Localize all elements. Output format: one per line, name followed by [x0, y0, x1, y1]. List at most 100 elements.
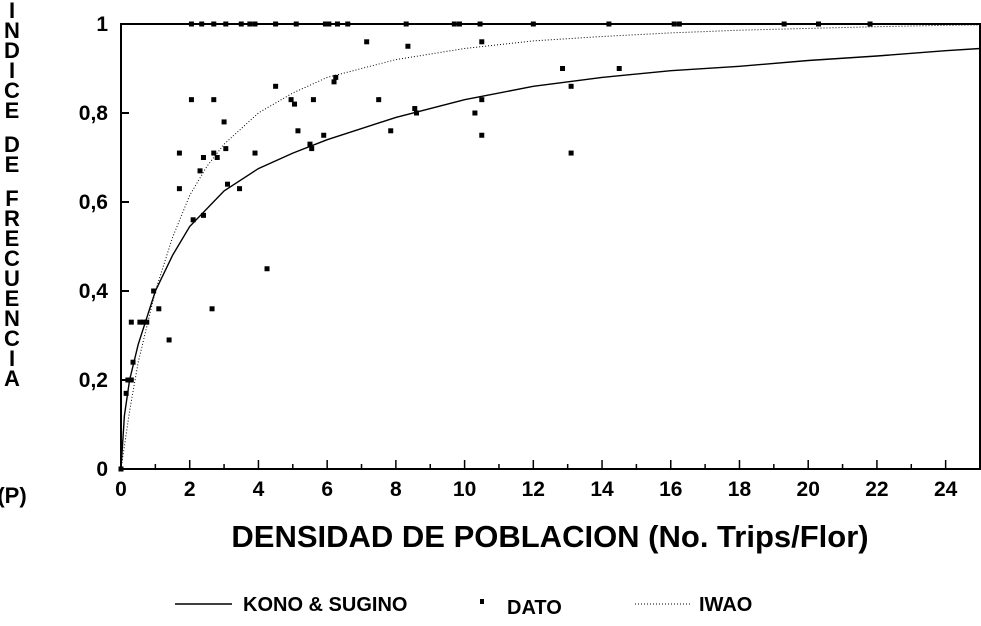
data-point [334, 21, 340, 27]
data-point [128, 319, 134, 325]
data-point [199, 21, 205, 27]
data-points [118, 21, 873, 472]
y-axis-title-letter: I [9, 0, 15, 23]
y-axis-title-letter: N [4, 18, 20, 43]
data-point [376, 97, 382, 103]
y-axis-ticks: 0 0,2 0,4 0,6 0,8 1 [79, 13, 129, 481]
y-tick-label: 0,8 [79, 102, 109, 125]
y-axis-title-letter: C [4, 326, 20, 351]
data-point [144, 319, 150, 325]
y-axis-title-letter: E [5, 226, 20, 251]
y-tick-label: 0 [96, 458, 108, 481]
data-point [403, 21, 409, 27]
data-point [214, 155, 220, 160]
data-point [364, 39, 370, 45]
x-tick-label: 6 [321, 478, 333, 501]
data-point [479, 97, 485, 103]
data-point [166, 337, 172, 343]
data-point [326, 21, 332, 27]
data-point [816, 21, 822, 27]
data-point [197, 168, 203, 174]
data-point [137, 319, 143, 325]
data-point [264, 266, 270, 272]
data-point [125, 377, 131, 383]
legend-label-kono-sugino: KONO & SUGINO [243, 594, 407, 616]
data-point [322, 21, 328, 27]
y-axis-title-letter: R [4, 206, 20, 231]
y-axis-title-letter: E [5, 98, 20, 123]
data-point [188, 21, 194, 27]
x-tick-label: 18 [728, 478, 752, 501]
y-axis-title-letter: U [4, 266, 20, 291]
data-point [405, 43, 411, 49]
series-line-kono-sugino [120, 47, 981, 470]
data-point [118, 466, 124, 472]
data-point [867, 21, 873, 27]
x-tick-label: 22 [865, 478, 888, 501]
data-point [309, 146, 315, 152]
y-tick-label: 0,4 [79, 280, 109, 303]
data-point [477, 21, 483, 27]
x-axis-ticks: 0 2 4 6 8 10 12 14 16 18 20 22 24 [115, 460, 981, 501]
x-tick-label: 16 [659, 478, 682, 501]
data-point [247, 21, 253, 27]
data-point [413, 110, 419, 116]
legend-label-iwao: IWAO [699, 594, 752, 616]
data-point [333, 74, 339, 80]
x-tick-label: 20 [797, 478, 820, 501]
data-point [472, 110, 478, 116]
legend-label-dato: DATO [507, 597, 562, 619]
data-point [123, 390, 129, 396]
y-tick-label: 0,2 [79, 369, 108, 392]
data-point [288, 97, 294, 103]
data-point [479, 132, 485, 138]
data-point [176, 150, 182, 156]
data-point [616, 66, 622, 71]
data-point [273, 21, 279, 27]
x-axis-title: DENSIDAD DE POBLACION (No. Trips/Flor) [231, 519, 868, 554]
data-point [200, 212, 206, 218]
legend-swatch-dato [480, 599, 484, 604]
y-axis-title-letter: I [9, 346, 15, 371]
x-tick-label: 10 [453, 478, 476, 501]
data-point [331, 79, 337, 85]
data-point [388, 128, 394, 134]
data-point [252, 150, 258, 156]
y-axis-title-letter: I [9, 58, 15, 83]
y-axis-title-letter: A [4, 366, 20, 391]
data-point [530, 21, 536, 27]
data-point [238, 21, 244, 27]
x-tick-label: 2 [184, 478, 196, 501]
data-point [252, 21, 258, 27]
x-tick-label: 8 [390, 478, 402, 501]
data-point [781, 21, 787, 27]
data-point [273, 83, 279, 89]
data-point [211, 21, 217, 27]
x-tick-label: 12 [522, 478, 545, 501]
data-point [140, 319, 146, 325]
data-point [345, 21, 351, 27]
y-axis-title-letter: F [5, 186, 18, 211]
data-point [176, 186, 182, 192]
data-point [606, 21, 612, 27]
data-point [151, 288, 157, 294]
y-axis-title-suffix: (P) [0, 483, 27, 508]
series-lines [120, 24, 981, 470]
data-point [293, 21, 299, 27]
data-point [307, 141, 313, 147]
data-point [568, 83, 574, 89]
data-point [156, 306, 162, 312]
y-axis-title-letter: D [4, 38, 20, 63]
y-tick-label: 0,6 [79, 191, 108, 214]
plot-area-frame [120, 23, 981, 470]
data-point [200, 155, 206, 160]
y-axis-title-letter: C [4, 246, 20, 271]
data-point [479, 39, 485, 45]
y-tick-label: 1 [96, 13, 108, 36]
data-point [671, 21, 677, 27]
y-axis-title-letter: D [4, 132, 20, 157]
data-point [188, 97, 194, 103]
data-point [130, 359, 136, 365]
